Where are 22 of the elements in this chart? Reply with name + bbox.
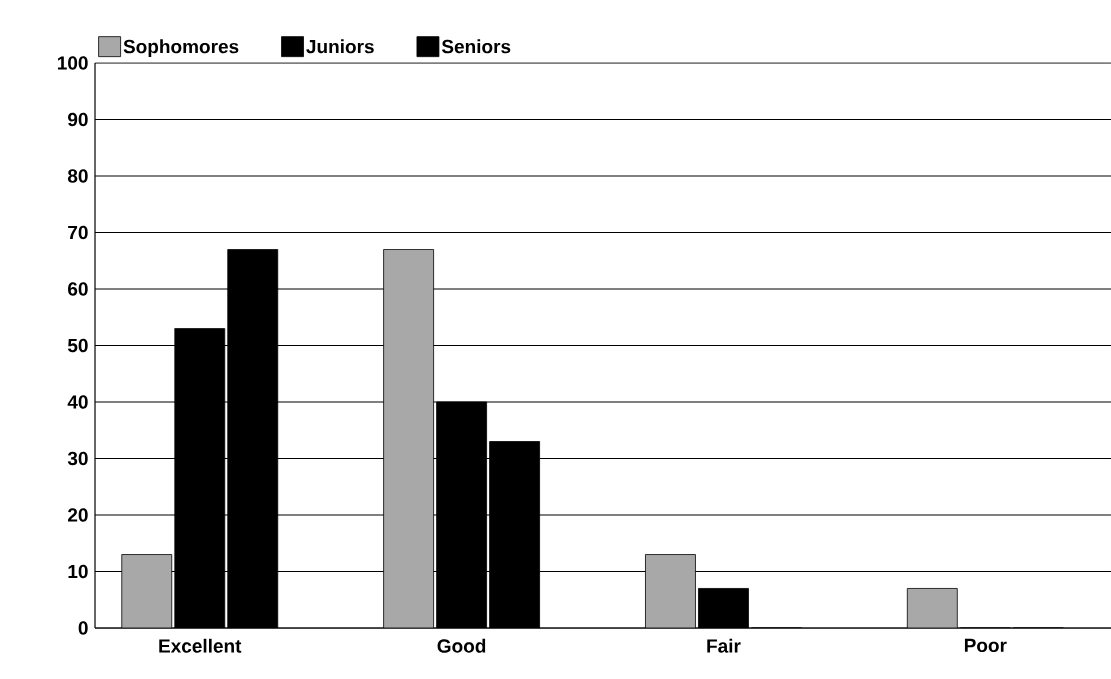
legend-label: Sophomores (123, 39, 239, 58)
x-tick-label: Fair (707, 638, 741, 653)
y-tick-label: 50 (67, 338, 88, 353)
x-tick-label: Excellent (159, 638, 242, 653)
x-tick-label: Good (437, 638, 486, 653)
y-tick-label: 0 (78, 621, 88, 635)
y-tick-label: 70 (68, 225, 88, 240)
y-tick-label: 60 (68, 282, 88, 296)
y-tick-label: 90 (68, 112, 88, 127)
y-tick-label: 20 (68, 508, 88, 522)
bar (121, 554, 173, 628)
y-tick-label: 10 (68, 564, 88, 579)
y-tick-label: 80 (67, 169, 88, 183)
y-tick-label: 100 (57, 56, 88, 70)
x-tick-label: Poor (964, 638, 1007, 653)
y-tick-label: 30 (67, 451, 88, 466)
bar (906, 588, 958, 628)
legend-label: Juniors (306, 39, 374, 54)
bar (383, 249, 435, 628)
bar (645, 554, 696, 628)
y-tick-label: 40 (67, 395, 88, 409)
legend-label: Seniors (441, 39, 511, 54)
